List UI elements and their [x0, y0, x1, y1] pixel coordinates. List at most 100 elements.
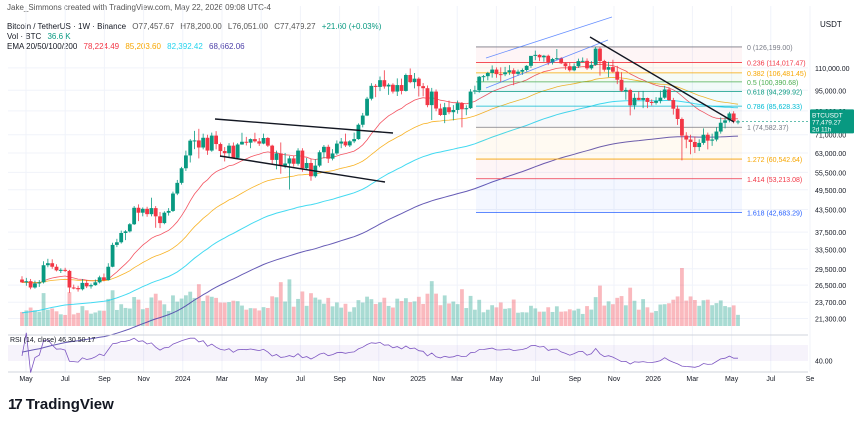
- fib-zone: [476, 46, 742, 63]
- candle-body: [723, 120, 727, 123]
- volume-bar: [697, 305, 702, 326]
- volume-bar: [680, 268, 684, 326]
- volume-bar: [645, 307, 650, 326]
- candle-body: [576, 61, 581, 67]
- ema-100-value: 82,392.42: [167, 42, 203, 51]
- trendline-downtrend: [589, 36, 735, 123]
- volume-bar: [714, 303, 719, 326]
- volume-bar: [636, 309, 641, 326]
- volume-bar: [576, 308, 581, 326]
- volume-bar: [481, 312, 486, 326]
- symbol-legend: Bitcoin / TetherUS · 1W · Binance O77,45…: [7, 22, 385, 32]
- volume-bar: [567, 309, 572, 326]
- tradingview-logo[interactable]: 17 TradingView: [8, 396, 114, 413]
- volume-bar: [296, 298, 300, 326]
- candle-body: [287, 158, 292, 164]
- volume-bar: [240, 305, 244, 326]
- candle-body: [352, 139, 357, 142]
- candle-body: [192, 140, 197, 142]
- candle-body: [550, 59, 555, 63]
- volume-bar: [106, 298, 111, 326]
- candle-body: [71, 287, 76, 289]
- volume-bar: [464, 308, 469, 326]
- y-tick-label: 33,500.00: [815, 247, 846, 254]
- volume-bar: [386, 305, 391, 326]
- volume-bar: [248, 308, 253, 326]
- ema-20-line: [21, 63, 739, 284]
- candle-body: [477, 76, 482, 91]
- volume-bar: [529, 305, 533, 326]
- currency-label[interactable]: USDT: [820, 20, 842, 29]
- volume-bar: [76, 312, 80, 326]
- rsi-line: [21, 332, 738, 373]
- volume-bar: [347, 311, 352, 326]
- fib-level-label: 0 (126,199.00): [747, 45, 793, 52]
- volume-bar: [28, 307, 33, 326]
- volume-bar: [89, 313, 93, 326]
- fib-level-label: 0.618 (94,299.92): [747, 89, 802, 96]
- volume-bar: [615, 297, 620, 326]
- volume-bar: [127, 308, 132, 326]
- candle-body: [632, 97, 637, 106]
- candle-body: [235, 144, 240, 158]
- volume-bar: [688, 296, 693, 326]
- volume-bar: [235, 301, 240, 326]
- volume-bar: [93, 312, 98, 326]
- candle-body: [680, 119, 684, 136]
- volume-bar: [37, 311, 42, 326]
- y-tick-label: 29,500.00: [815, 267, 846, 274]
- candle-body: [67, 270, 72, 288]
- symbol-name[interactable]: Bitcoin / TetherUS · 1W · Binance: [7, 22, 127, 31]
- candle-body: [45, 263, 50, 266]
- volume-bar: [145, 307, 149, 326]
- candle-body: [84, 282, 89, 287]
- volume-bar: [546, 307, 551, 326]
- candle-body: [438, 108, 443, 115]
- ema-label[interactable]: EMA 20/50/100/200: [7, 42, 78, 51]
- candle-body: [447, 107, 451, 113]
- fib-level-label: 0.382 (106,481.45): [747, 71, 806, 78]
- y-tick-label: 21,300.00: [815, 317, 846, 324]
- tradingview-logo-icon: 17: [8, 396, 23, 413]
- volume-bar: [649, 312, 654, 326]
- volume-bar: [188, 291, 193, 326]
- volume-bar: [524, 312, 529, 326]
- volume-bar: [511, 299, 516, 326]
- volume-bar: [80, 306, 85, 326]
- volume-bar: [606, 301, 611, 326]
- candle-body: [218, 144, 223, 152]
- volume-bar: [222, 302, 227, 326]
- volume-bar: [675, 296, 680, 326]
- candle-body: [119, 232, 124, 243]
- candle-body: [184, 155, 188, 169]
- candle-body: [231, 145, 236, 158]
- candle-body: [257, 141, 262, 144]
- volume-bar: [205, 295, 210, 326]
- candle-body: [283, 163, 288, 166]
- candle-body: [645, 98, 650, 102]
- price-label-price: 77,479.27: [812, 119, 841, 126]
- volume-bar: [339, 307, 344, 326]
- volume-legend: Vol · BTC 36.6 K: [7, 32, 75, 42]
- volume-bar: [166, 310, 171, 326]
- volume-bar: [727, 307, 732, 326]
- candle-body: [658, 97, 663, 101]
- candle-body: [464, 108, 469, 110]
- candle-body: [662, 89, 667, 98]
- candle-body: [196, 140, 201, 148]
- rsi-band: [8, 345, 808, 361]
- trendline-lower: [219, 155, 386, 183]
- x-tick-label: May: [19, 376, 33, 383]
- volume-bar: [291, 306, 296, 326]
- candle-body: [339, 141, 344, 144]
- volume-bar: [391, 307, 395, 326]
- volume-bar: [378, 302, 382, 326]
- volume-label[interactable]: Vol · BTC: [7, 32, 42, 41]
- volume-bar: [460, 289, 464, 326]
- volume-bar: [352, 307, 357, 326]
- fib-level-label: 1.272 (60,542.64): [747, 157, 802, 164]
- y-tick-label: 49,500.00: [815, 188, 846, 195]
- volume-bar: [214, 297, 218, 326]
- candle-body: [114, 242, 119, 245]
